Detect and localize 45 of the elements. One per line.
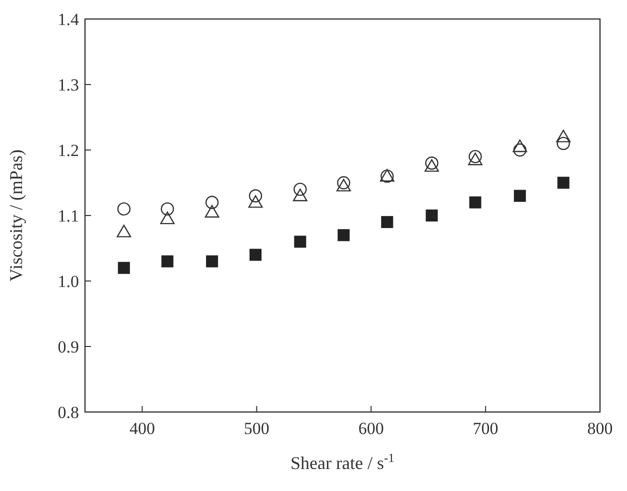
point bbox=[512, 140, 528, 152]
point bbox=[204, 205, 220, 218]
y-tick-label: 0.8 bbox=[58, 403, 79, 422]
point bbox=[248, 189, 262, 202]
y-axis-title: Viscosity / (mPas) bbox=[6, 150, 26, 282]
x-tick-label: 800 bbox=[587, 419, 613, 438]
y-tick-label: 1.1 bbox=[58, 206, 79, 226]
y-tick-label: 1.2 bbox=[58, 141, 79, 160]
point bbox=[292, 188, 308, 202]
point bbox=[337, 176, 350, 190]
point bbox=[338, 229, 350, 242]
x-tick-label: 400 bbox=[129, 419, 155, 438]
y-tick-label: 1.3 bbox=[58, 76, 79, 94]
point bbox=[514, 190, 526, 202]
point bbox=[468, 150, 482, 164]
point bbox=[513, 143, 526, 157]
point bbox=[118, 262, 130, 274]
point bbox=[117, 202, 131, 216]
point bbox=[294, 236, 306, 248]
point bbox=[294, 182, 307, 196]
point bbox=[248, 195, 263, 208]
point bbox=[469, 196, 482, 208]
point bbox=[161, 255, 174, 268]
point bbox=[424, 159, 439, 172]
point bbox=[426, 210, 438, 222]
x-tick-label: 600 bbox=[358, 419, 384, 438]
point bbox=[206, 255, 218, 268]
y-tick-label: 0.9 bbox=[58, 338, 79, 356]
point bbox=[116, 224, 132, 238]
point bbox=[205, 196, 219, 209]
y-tick-label: 1.4 bbox=[58, 10, 80, 29]
x-axis-title: Shear rate / s$^{-1}$ bbox=[290, 451, 394, 473]
point bbox=[160, 212, 175, 224]
point bbox=[336, 178, 351, 192]
point bbox=[160, 202, 174, 216]
x-tick-label: 700 bbox=[472, 419, 498, 438]
point bbox=[468, 152, 482, 166]
point bbox=[381, 216, 394, 228]
point bbox=[556, 136, 570, 150]
point bbox=[425, 156, 438, 170]
x-tick-label: 500 bbox=[244, 419, 270, 438]
point bbox=[250, 248, 262, 261]
point bbox=[556, 130, 571, 142]
y-tick-label: 1.0 bbox=[58, 272, 79, 291]
point bbox=[557, 176, 570, 189]
